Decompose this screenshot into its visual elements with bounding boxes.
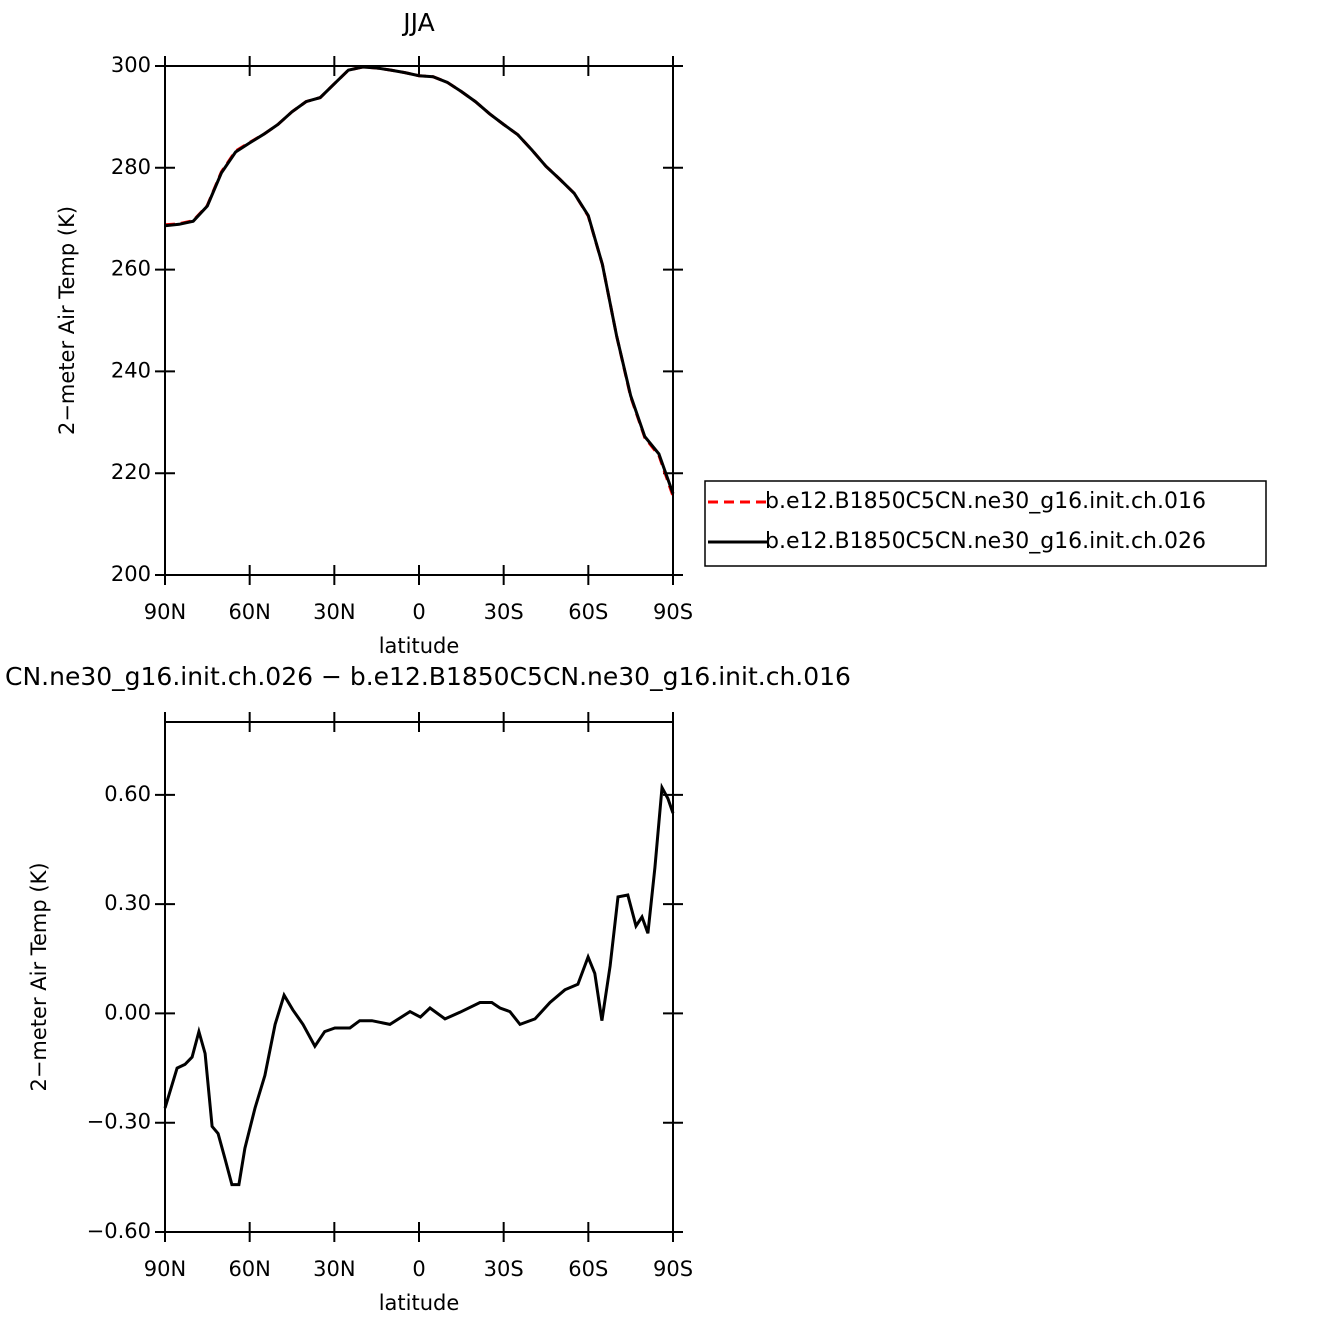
- chart-title: CN.ne30_g16.init.ch.026 − b.e12.B1850C5C…: [5, 662, 851, 691]
- x-tick-label: 90S: [653, 1257, 693, 1281]
- x-tick-label: 60N: [228, 1257, 270, 1281]
- y-tick-label: 0.60: [104, 782, 151, 806]
- x-tick-label: 90N: [144, 1257, 186, 1281]
- x-tick-label: 0: [412, 1257, 425, 1281]
- series-line: [163, 782, 675, 1187]
- plot-frame: [164, 721, 674, 1233]
- chart-title: JJA: [401, 8, 434, 37]
- x-axis-label: latitude: [379, 1291, 460, 1315]
- x-tick-label: 90N: [144, 600, 186, 624]
- y-tick-label: 300: [111, 53, 151, 77]
- x-tick-label: 30S: [484, 600, 524, 624]
- legend-label: b.e12.B1850C5CN.ne30_g16.init.ch.016: [765, 489, 1206, 514]
- series-line: [164, 65, 675, 495]
- x-tick-label: 30N: [313, 600, 355, 624]
- x-tick-label: 0: [412, 600, 425, 624]
- x-tick-label: 60S: [568, 600, 608, 624]
- y-axis-label: 2−meter Air Temp (K): [27, 862, 51, 1091]
- legend-label: b.e12.B1850C5CN.ne30_g16.init.ch.026: [765, 529, 1206, 554]
- x-tick-label: 30N: [313, 1257, 355, 1281]
- x-tick-label: 30S: [484, 1257, 524, 1281]
- series-line: [164, 65, 675, 497]
- y-tick-label: 200: [111, 562, 151, 586]
- y-axis-label: 2−meter Air Temp (K): [55, 206, 79, 435]
- x-axis-label: latitude: [379, 634, 460, 658]
- y-tick-label: 0.30: [104, 891, 151, 915]
- y-tick-label: −0.60: [87, 1219, 151, 1243]
- x-tick-label: 60N: [228, 600, 270, 624]
- y-tick-label: 220: [111, 460, 151, 484]
- x-tick-label: 60S: [568, 1257, 608, 1281]
- y-tick-label: 0.00: [104, 1000, 151, 1024]
- y-tick-label: 240: [111, 358, 151, 382]
- y-tick-label: −0.30: [87, 1110, 151, 1134]
- legend-box: [704, 480, 1267, 567]
- x-tick-label: 90S: [653, 600, 693, 624]
- y-tick-label: 260: [111, 257, 151, 281]
- y-tick-label: 280: [111, 155, 151, 179]
- plot-frame: [164, 65, 674, 576]
